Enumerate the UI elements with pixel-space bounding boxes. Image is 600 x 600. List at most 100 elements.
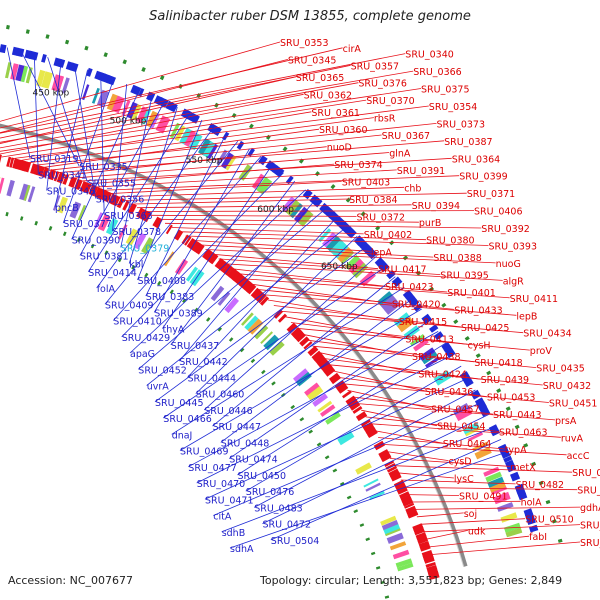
forward-gene-label: SRU_0375 — [421, 85, 470, 96]
forward-gene-label: SRU_0365 — [296, 73, 345, 84]
reverse-gene-mark — [476, 401, 487, 411]
forward-gene-label: SRU_0394 — [412, 201, 461, 212]
label-leader — [40, 128, 320, 169]
marker-tick — [157, 280, 162, 286]
forward-gene-mark — [417, 538, 429, 545]
label-leader — [71, 89, 140, 240]
reverse-gene-label: SRU_0409 — [105, 300, 154, 311]
marker-tick — [117, 257, 122, 263]
forward-gene-label: cysH — [468, 340, 491, 351]
label-leader — [323, 358, 481, 380]
feature-track-mark — [318, 228, 332, 243]
label-leader — [243, 278, 510, 299]
forward-gene-mark — [367, 429, 378, 438]
forward-gene-label: SRU_0392 — [481, 224, 530, 235]
marker-tick — [76, 237, 81, 243]
feature-track-mark — [111, 95, 125, 114]
forward-gene-label: SRU_0406 — [474, 207, 523, 218]
forward-gene-mark — [336, 382, 349, 394]
label-leader — [137, 119, 203, 281]
forward-gene-mark — [428, 571, 440, 580]
reverse-gene-mark — [28, 50, 39, 61]
reverse-gene-mark — [380, 263, 390, 273]
marker-tick — [557, 538, 563, 543]
forward-gene-label: SRU_0380 — [426, 236, 475, 247]
forward-gene-label: SRU_0443 — [493, 410, 542, 421]
forward-gene-mark — [416, 535, 428, 543]
forward-gene-label: SRU_0354 — [429, 102, 478, 113]
feature-track-mark — [97, 214, 111, 232]
marker-tick — [505, 406, 511, 411]
label-leader — [100, 74, 105, 215]
feature-track-mark — [10, 63, 19, 80]
label-leader — [151, 214, 357, 217]
label-leader — [185, 235, 489, 246]
feature-track-mark — [0, 177, 5, 194]
label-leader — [178, 198, 317, 362]
label-leader — [128, 106, 178, 264]
label-leader — [224, 263, 503, 281]
reverse-gene-label: SRU_0377 — [63, 219, 112, 230]
label-leader — [55, 140, 445, 174]
feature-track-mark — [20, 65, 29, 83]
marker-tick — [231, 113, 237, 118]
marker-tick — [353, 509, 359, 514]
marker-tick — [330, 184, 336, 190]
reverse-gene-mark — [517, 491, 528, 501]
label-leader — [373, 430, 443, 444]
forward-gene-label: SRU_0388 — [433, 253, 482, 264]
feature-track-mark — [381, 519, 399, 531]
label-leader — [162, 164, 273, 329]
forward-gene-label: SRU_0413 — [405, 335, 454, 346]
label-leader — [0, 76, 296, 144]
forward-gene-mark — [71, 177, 77, 188]
marker-tick — [370, 551, 376, 556]
marker-tick — [290, 404, 295, 410]
forward-gene-mark — [315, 355, 327, 366]
label-leader — [122, 192, 467, 201]
forward-gene-label: SRU_0424 — [418, 369, 467, 380]
label-leader — [369, 423, 561, 438]
label-leader — [382, 444, 567, 456]
feature-track-mark — [413, 338, 429, 352]
forward-gene-label: ruvA — [561, 433, 584, 444]
feature-track-mark — [5, 62, 12, 79]
forward-gene-mark — [53, 171, 60, 182]
label-leader — [70, 152, 390, 179]
forward-gene-mark — [202, 248, 212, 260]
forward-gene-label: SRU_0371 — [467, 189, 516, 200]
forward-gene-label: cirA — [343, 44, 362, 55]
forward-gene-mark — [122, 200, 130, 211]
reverse-gene-label: SRU_0356 — [96, 195, 145, 206]
reverse-gene-label: SRU_0466 — [163, 414, 212, 425]
forward-gene-label: SRU_0519 — [580, 521, 600, 532]
label-leader — [48, 134, 382, 171]
forward-gene-mark — [286, 322, 297, 333]
feature-track-mark — [320, 404, 336, 417]
forward-gene-mark — [352, 406, 363, 414]
marker-tick — [299, 417, 305, 422]
feature-track-mark — [389, 541, 407, 551]
forward-gene-label: SRU_0370 — [366, 96, 415, 107]
marker-tick — [475, 353, 481, 358]
reverse-gene-mark — [499, 447, 511, 459]
forward-gene-mark — [407, 511, 419, 519]
forward-gene-mark — [423, 556, 435, 564]
reverse-gene-label: kbl — [129, 260, 143, 271]
label-leader — [143, 210, 475, 212]
forward-gene-label: SRU_0453 — [487, 393, 536, 404]
feature-track-mark — [397, 316, 415, 333]
label-leader — [115, 186, 405, 198]
forward-gene-mark — [293, 329, 303, 340]
label-leader — [192, 240, 371, 252]
reverse-gene-mark — [362, 244, 373, 255]
marker-tick — [271, 381, 276, 386]
forward-gene-label: SRU_0372 — [357, 212, 406, 223]
label-leader — [279, 310, 524, 334]
reverse-gene-mark — [192, 114, 200, 124]
forward-gene-label: SRU_0418 — [474, 358, 523, 369]
feature-track-mark — [485, 471, 502, 483]
reverse-gene-label: SRU_0474 — [229, 455, 278, 466]
forward-gene-mark — [24, 161, 32, 173]
